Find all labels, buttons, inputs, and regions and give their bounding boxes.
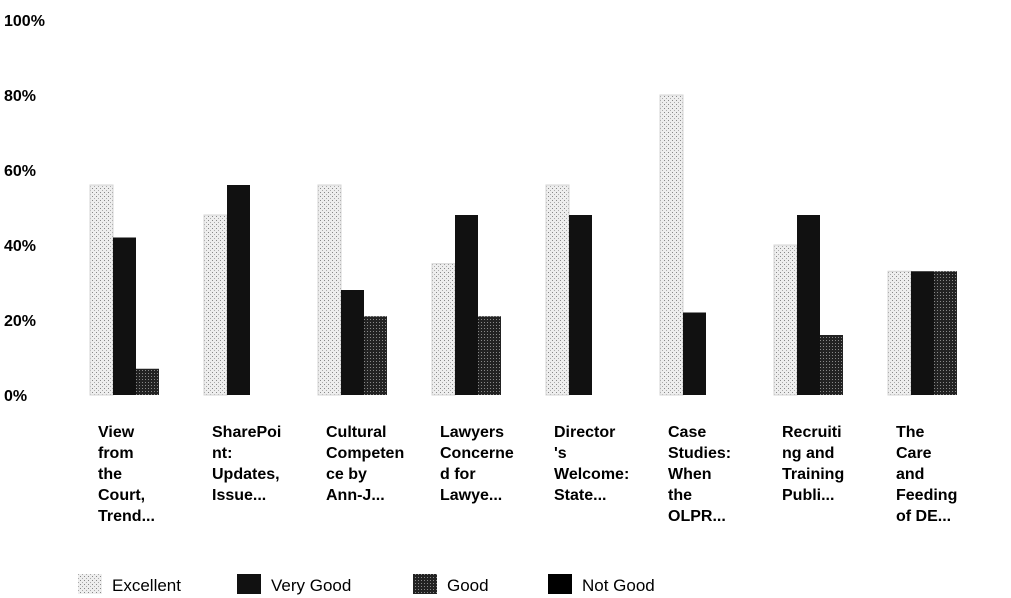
y-tick-label: 0%	[4, 388, 27, 405]
bar	[113, 237, 136, 395]
bar	[683, 312, 706, 395]
legend-label: Not Good	[582, 576, 655, 595]
x-tick-label: View from the Court, Trend...	[98, 424, 155, 525]
y-tick-label: 60%	[4, 163, 36, 180]
bar	[364, 316, 387, 395]
y-tick-label: 100%	[4, 13, 45, 30]
bar	[431, 263, 456, 396]
bar	[773, 244, 798, 396]
x-tick-label: Recruiti ng and Training Publi...	[782, 424, 844, 504]
bar	[911, 271, 934, 395]
bar	[887, 270, 912, 396]
bar	[89, 184, 114, 396]
x-tick-label: Director's Welcome: State...	[554, 424, 629, 504]
y-tick-label: 80%	[4, 88, 36, 105]
bar	[659, 94, 684, 396]
bar	[455, 215, 478, 395]
bar	[797, 215, 820, 395]
y-tick-label: 40%	[4, 238, 36, 255]
bar	[317, 184, 342, 396]
bar	[203, 214, 228, 396]
x-tick-label: Lawyers Concerne d for Lawye...	[440, 424, 514, 504]
x-tick-label: The Care and Feeding of DE...	[896, 424, 957, 525]
bar	[545, 184, 570, 396]
bar	[934, 271, 957, 395]
bar	[341, 290, 364, 395]
bar	[478, 316, 501, 395]
x-tick-label: Cultural Competen ce by Ann-J...	[326, 424, 404, 504]
legend-label: Good	[447, 576, 489, 595]
bar	[227, 185, 250, 395]
legend-swatch	[413, 574, 437, 594]
x-tick-label: SharePoi nt: Updates, Issue...	[212, 424, 281, 504]
legend-swatch	[78, 574, 102, 594]
legend-swatch	[237, 574, 261, 594]
legend-swatch	[548, 574, 572, 594]
y-tick-label: 20%	[4, 313, 36, 330]
bar	[136, 368, 159, 395]
legend-label: Excellent	[112, 576, 181, 595]
bar	[569, 215, 592, 395]
bar	[820, 335, 843, 395]
legend-label: Very Good	[271, 576, 351, 595]
x-tick-label: Case Studies: When the OLPR...	[668, 424, 731, 525]
